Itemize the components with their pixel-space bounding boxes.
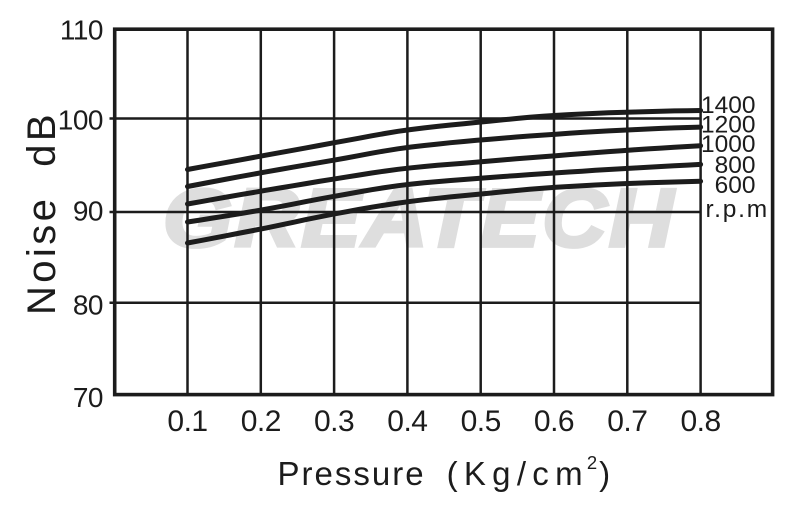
svg-text:Pressure(Kg/cm2): Pressure (Kg/cm2)	[278, 452, 611, 492]
svg-text:1400: 1400	[701, 92, 756, 119]
svg-text:0.1: 0.1	[167, 405, 207, 438]
svg-text:110: 110	[60, 14, 103, 45]
svg-text:100: 100	[58, 105, 103, 136]
svg-text:0.7: 0.7	[607, 405, 647, 438]
svg-text:1200: 1200	[701, 112, 756, 139]
svg-text:0.8: 0.8	[680, 405, 720, 438]
svg-text:1000: 1000	[701, 131, 756, 158]
svg-text:0.4: 0.4	[387, 405, 427, 438]
svg-text:70: 70	[73, 382, 103, 413]
svg-text:r.p.m: r.p.m	[706, 196, 769, 223]
svg-text:0.6: 0.6	[534, 405, 574, 438]
svg-text:800: 800	[715, 152, 756, 179]
svg-text:80: 80	[73, 290, 103, 321]
svg-text:Noise dB: Noise dB	[20, 111, 64, 315]
svg-text:0.3: 0.3	[314, 405, 354, 438]
svg-text:90: 90	[73, 195, 103, 226]
svg-text:0.5: 0.5	[461, 405, 501, 438]
svg-text:0.2: 0.2	[241, 405, 281, 438]
svg-text:600: 600	[715, 172, 756, 199]
